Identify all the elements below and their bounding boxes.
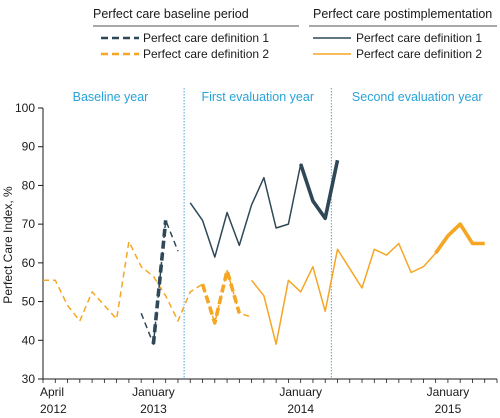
series-line-post2_thin — [251, 223, 485, 345]
period-label-first-evaluation: First evaluation year — [201, 90, 314, 104]
legend-label-base1: Perfect care definition 1 — [143, 31, 269, 45]
y-tick-label: 90 — [22, 140, 36, 154]
legend-label-base2: Perfect care definition 2 — [143, 47, 269, 61]
x-tick-label-month: January — [279, 385, 322, 399]
x-ticks: April 2012 January 2013 January 2014 January 20… — [40, 379, 498, 416]
x-tick-label-month: January — [132, 385, 175, 399]
y-tick-label: 80 — [22, 178, 36, 192]
period-label-second-evaluation: Second evaluation year — [352, 90, 483, 104]
series-line-post1_thin — [189, 160, 339, 258]
legend: Perfect care baseline period Perfect car… — [93, 7, 497, 61]
y-axis-title: Perfect Care Index, % — [1, 186, 15, 304]
y-tick-label: 50 — [22, 295, 36, 309]
period-label-baseline: Baseline year — [73, 90, 149, 104]
x-tick-label-month: April — [40, 385, 64, 399]
series-line-post2_bold — [434, 222, 485, 255]
series-layer — [43, 159, 485, 345]
y-ticks: 30 40 50 60 70 80 90 100 — [15, 101, 43, 386]
x-tick-label-year: 2012 — [40, 402, 67, 416]
series-line-base2_bold — [200, 268, 242, 325]
legend-post-title: Perfect care postimplementation — [313, 7, 492, 21]
legend-baseline-title: Perfect care baseline period — [93, 7, 249, 21]
y-tick-label: 70 — [22, 217, 36, 231]
x-tick-label-year: 2013 — [140, 402, 167, 416]
legend-label-post2: Perfect care definition 2 — [356, 47, 482, 61]
series-line-base2_thin — [43, 240, 252, 324]
y-tick-label: 100 — [15, 101, 35, 115]
x-tick-label-month: January — [427, 385, 470, 399]
x-tick-label-year: 2015 — [435, 402, 462, 416]
x-tick-label-year: 2014 — [287, 402, 314, 416]
y-tick-label: 30 — [22, 372, 36, 386]
y-tick-label: 40 — [22, 333, 36, 347]
legend-label-post1: Perfect care definition 1 — [356, 31, 482, 45]
y-tick-label: 60 — [22, 256, 36, 270]
series-line-post1_bold — [298, 159, 340, 221]
period-dividers — [183, 88, 332, 379]
series-line-base1_bold — [151, 220, 168, 345]
